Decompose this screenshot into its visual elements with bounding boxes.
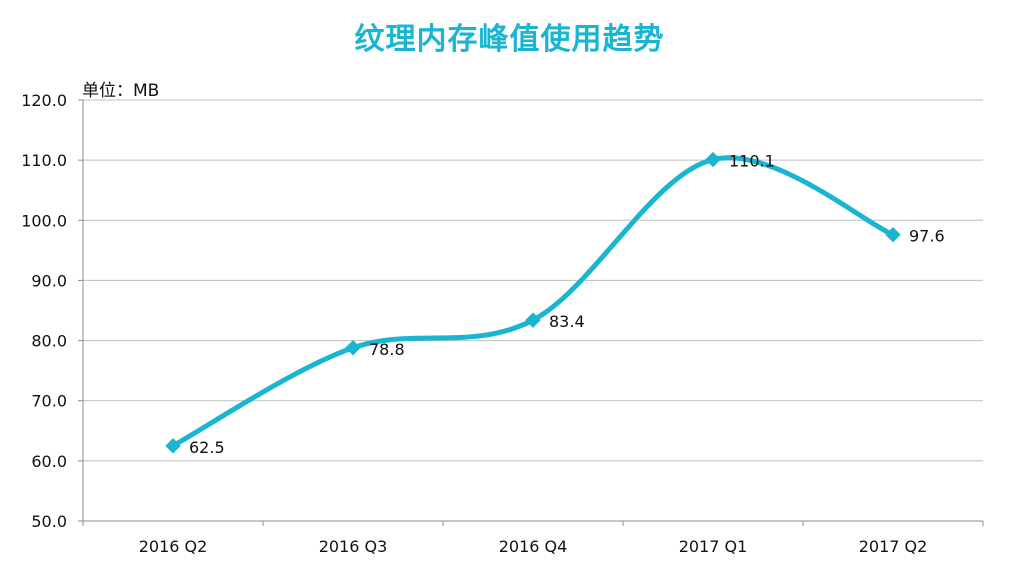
x-tick-label: 2016 Q2	[139, 537, 208, 556]
x-tick-label: 2016 Q4	[499, 537, 568, 556]
y-tick-label: 50.0	[31, 512, 67, 531]
y-tick-label: 100.0	[21, 211, 67, 230]
data-label: 97.6	[909, 227, 945, 246]
chart-title: 纹理内存峰值使用趋势	[354, 22, 665, 57]
x-tick-label: 2016 Q3	[319, 537, 388, 556]
data-point-marker	[525, 312, 541, 328]
data-label: 83.4	[549, 312, 585, 331]
y-tick-label: 90.0	[31, 271, 67, 290]
unit-label: 单位：MB	[82, 81, 160, 101]
y-tick-label: 80.0	[31, 332, 67, 351]
y-tick-label: 70.0	[31, 392, 67, 411]
data-point-marker	[885, 227, 901, 243]
data-point-marker	[165, 438, 181, 454]
y-tick-label: 110.0	[21, 151, 67, 170]
axes	[78, 99, 984, 526]
y-tick-label: 60.0	[31, 452, 67, 471]
data-point-marker	[345, 340, 361, 356]
gridlines	[83, 99, 983, 462]
data-label: 110.1	[729, 152, 775, 171]
data-point-marker	[705, 151, 721, 168]
data-label: 62.5	[189, 438, 225, 457]
y-axis-ticks: 50.0 60.0 70.0 80.0 90.0 100.0 110.0 120.0	[21, 91, 67, 531]
x-tick-label: 2017 Q2	[859, 537, 928, 556]
y-tick-label: 120.0	[21, 91, 67, 110]
data-label: 78.8	[369, 340, 405, 359]
x-tick-label: 2017 Q1	[679, 537, 748, 556]
data-labels: 62.5 78.8 83.4 110.1 97.6	[189, 152, 945, 457]
x-axis-ticks: 2016 Q2 2016 Q3 2016 Q4 2017 Q1 2017 Q2	[139, 537, 928, 556]
series-line	[170, 155, 896, 449]
series-group	[165, 151, 901, 454]
